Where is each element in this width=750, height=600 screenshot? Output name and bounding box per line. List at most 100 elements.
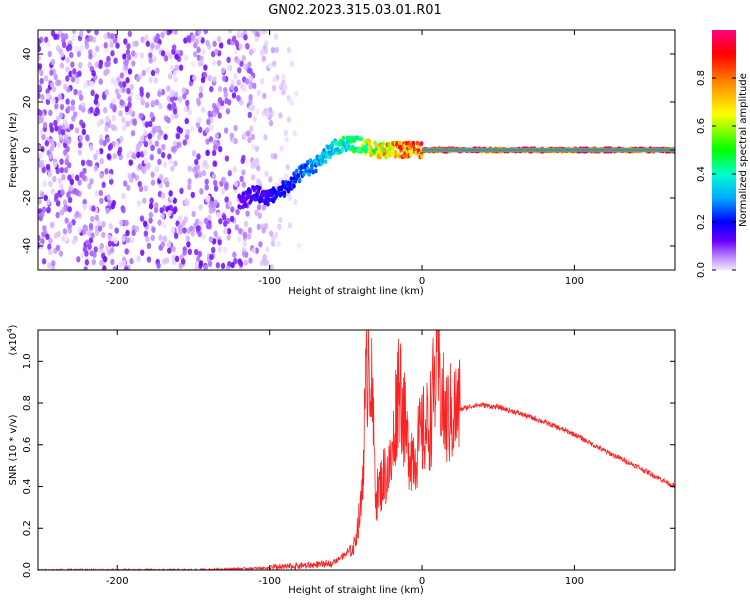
spectrogram-noise-cell bbox=[201, 233, 206, 240]
spectrogram-noise-cell bbox=[131, 224, 137, 232]
spectrogram-noise-cell bbox=[211, 246, 216, 254]
spectrogram-noise-cell bbox=[194, 158, 199, 166]
spectrogram-noise-cell bbox=[252, 82, 257, 90]
spectrogram-noise-cell bbox=[60, 189, 65, 196]
spectrogram-noise-cell bbox=[105, 68, 110, 75]
spectrogram-noise-cell bbox=[122, 53, 127, 60]
spectrogram-noise-cell bbox=[278, 112, 283, 119]
spectrogram-noise-cell bbox=[169, 96, 175, 103]
spectrogram-noise-cell bbox=[177, 141, 182, 148]
spectrogram-noise-cell bbox=[256, 223, 261, 231]
spectrogram-noise-cell bbox=[205, 138, 210, 145]
spectrogram-noise-cell bbox=[181, 87, 187, 94]
colorbar-tick-label: 0.4 bbox=[696, 166, 707, 182]
spectrogram-noise-cell bbox=[74, 45, 79, 53]
spectrogram-noise-cell bbox=[205, 222, 211, 230]
spectrogram-noise-cell bbox=[126, 54, 132, 61]
spectrogram-noise-cell bbox=[211, 173, 217, 180]
spectrogram-noise-cell bbox=[52, 175, 57, 183]
spectrogram-noise-cell bbox=[178, 262, 183, 269]
spectrogram-noise-cell bbox=[59, 103, 65, 111]
spectrogram-noise-cell bbox=[58, 133, 63, 141]
spectrogram-noise-cell bbox=[87, 182, 92, 190]
spectrogram-noise-cell bbox=[48, 248, 53, 256]
spectrogram-noise-cell bbox=[189, 225, 194, 232]
spectrogram-noise-cell bbox=[196, 97, 201, 104]
spectrogram-noise-cell bbox=[170, 227, 176, 234]
spectrogram-noise-cell bbox=[261, 204, 267, 211]
spectrogram-noise-cell bbox=[89, 80, 95, 88]
spectrogram-noise-cell bbox=[70, 76, 76, 83]
spectrogram-noise-cell bbox=[238, 227, 243, 235]
spectrogram-noise-cell bbox=[73, 88, 78, 96]
spectrogram-noise-cell bbox=[124, 248, 129, 255]
colorbar-label: Normalized spectral amplitude bbox=[738, 73, 749, 227]
spectrogram-noise-cell bbox=[190, 60, 196, 67]
spectrogram-noise-cell bbox=[281, 88, 286, 96]
spectrogram-noise-cell bbox=[150, 144, 155, 151]
spectrogram-noise-cell bbox=[56, 141, 62, 149]
spectrogram-noise-cell bbox=[122, 124, 127, 132]
snr-y-label: SNR (10 * v/v) bbox=[8, 414, 19, 485]
spectrogram-noise-cell bbox=[129, 236, 135, 244]
spectrogram-noise-cell bbox=[68, 184, 73, 192]
spectrogram-noise-cell bbox=[109, 246, 115, 254]
spectrogram-noise-cell bbox=[241, 181, 247, 188]
spectrogram-noise-cell bbox=[111, 98, 116, 105]
spectrogram-noise-cell bbox=[234, 40, 239, 47]
spectrogram-y-tick-label: -20 bbox=[22, 190, 33, 206]
spectrogram-noise-cell bbox=[236, 236, 242, 243]
spectrogram-noise-cell bbox=[103, 42, 108, 49]
spectrogram-noise-cell bbox=[45, 88, 50, 95]
spectrogram-noise-cell bbox=[151, 226, 156, 233]
spectrogram-noise-cell bbox=[259, 49, 265, 56]
spectrogram-signal-cell bbox=[305, 166, 310, 171]
spectrogram-noise-cell bbox=[137, 163, 143, 170]
spectrogram-noise-cell bbox=[94, 107, 100, 114]
spectrogram-noise-cell bbox=[91, 205, 96, 212]
spectrogram-noise-cell bbox=[45, 163, 51, 171]
spectrogram-noise-cell bbox=[74, 174, 80, 181]
spectrogram-noise-cell bbox=[51, 260, 56, 267]
spectrogram-noise-cell bbox=[185, 128, 190, 136]
spectrogram-noise-cell bbox=[258, 30, 264, 36]
spectrogram-noise-cell bbox=[178, 49, 184, 57]
spectrogram-noise-cell bbox=[106, 55, 111, 63]
spectrogram-noise-cell bbox=[217, 239, 222, 246]
spectrogram-noise-cell bbox=[59, 51, 65, 58]
spectrogram-noise-cell bbox=[205, 127, 210, 134]
spectrogram-noise-cell bbox=[158, 102, 163, 110]
spectrogram-noise-cell bbox=[223, 91, 229, 98]
spectrogram-noise-cell bbox=[218, 218, 223, 225]
spectrogram-noise-cell bbox=[38, 54, 41, 62]
spectrogram-noise-cell bbox=[173, 91, 179, 98]
spectrogram-noise-cell bbox=[121, 206, 126, 214]
spectrogram-noise-cell bbox=[187, 36, 192, 44]
spectrogram-noise-cell bbox=[261, 227, 266, 234]
spectrogram-noise-cell bbox=[170, 146, 176, 153]
spectrogram-noise-cell bbox=[54, 125, 59, 132]
spectrogram-noise-cell bbox=[158, 173, 164, 181]
spectrogram-noise-cell bbox=[88, 53, 93, 60]
spectrogram-noise-cell bbox=[54, 192, 59, 200]
spectrogram-noise-cell bbox=[178, 64, 184, 71]
spectrogram-noise-cell bbox=[160, 50, 166, 57]
spectrogram-noise-cell bbox=[106, 60, 111, 68]
spectrogram-noise-cell bbox=[187, 165, 193, 172]
spectrogram-noise-cell bbox=[202, 71, 208, 79]
spectrogram-noise-cell bbox=[102, 256, 108, 263]
spectrogram-signal-cell bbox=[410, 148, 414, 154]
spectrogram-noise-cell bbox=[74, 127, 80, 134]
snr-series-line bbox=[38, 330, 675, 570]
spectrogram-noise-cell bbox=[138, 185, 144, 193]
spectrogram-noise-cell bbox=[255, 108, 260, 116]
spectrogram-noise-cell bbox=[148, 211, 154, 219]
spectrogram-noise-cell bbox=[97, 225, 103, 232]
spectrogram-noise-cell bbox=[236, 94, 241, 102]
spectrogram-noise-cell bbox=[213, 230, 218, 237]
spectrogram-noise-cell bbox=[66, 138, 72, 145]
spectrogram-noise-cell bbox=[251, 247, 256, 254]
spectrogram-noise-cell bbox=[262, 253, 267, 261]
spectrogram-noise-cell bbox=[121, 81, 127, 88]
